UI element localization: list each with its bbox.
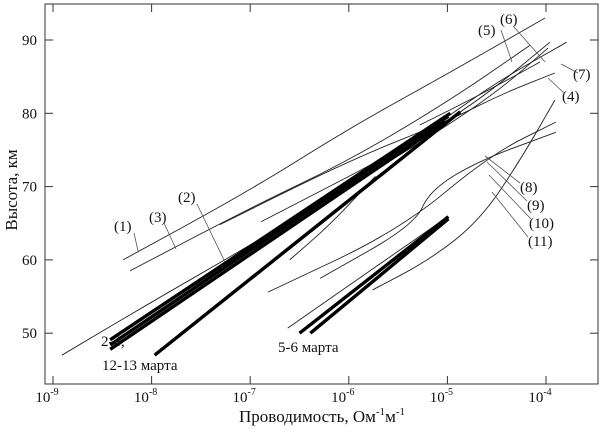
y-axis-label: Высота, км xyxy=(2,149,21,231)
label-2: (2) xyxy=(178,190,196,206)
label-3: (3) xyxy=(149,210,167,226)
series-line-11 xyxy=(372,99,556,291)
x-axis-ticks: 10-9 10-8 10-7 10-6 10-5 10-4 xyxy=(35,4,552,406)
group-label-5-6: 5-6 марта xyxy=(278,340,339,356)
series-lines xyxy=(61,17,567,357)
label-11: (11) xyxy=(528,234,552,250)
label-6: (6) xyxy=(500,12,518,28)
series-line-2-4-марта-a xyxy=(109,111,452,342)
series-line-6 xyxy=(419,61,541,126)
series-line-2-4-марта-b xyxy=(109,114,450,347)
label-5: (5) xyxy=(478,23,496,39)
label-9: (9) xyxy=(527,198,545,214)
series-line-3 xyxy=(129,44,531,272)
label-4: (4) xyxy=(562,89,580,105)
series-line-4 xyxy=(219,72,556,226)
series-line-9 xyxy=(319,131,557,279)
series-line-5-6-марта-b xyxy=(309,217,450,335)
series-line-5-6-марта-a xyxy=(298,215,450,335)
series-line-12-13-марта-a xyxy=(109,120,447,351)
label-1: (1) xyxy=(114,219,132,235)
y-tick-label: 50 xyxy=(22,326,37,342)
x-tick-label: 10-7 xyxy=(233,387,256,406)
y-tick-label: 80 xyxy=(22,106,37,122)
x-tick-label: 10-6 xyxy=(331,387,354,406)
y-tick-label: 90 xyxy=(22,33,37,49)
x-axis-label: Проводимость, Ом-1м-1 xyxy=(239,406,405,426)
x-tick-label: 10-8 xyxy=(134,387,157,406)
x-tick-label: 10-9 xyxy=(35,387,58,406)
series-line-5 xyxy=(260,41,551,223)
plot-frame xyxy=(44,3,599,385)
group-label-2-4: 2-4, xyxy=(101,334,125,350)
series-line-10 xyxy=(289,176,376,261)
series-line-12-13-марта-b xyxy=(153,110,462,357)
y-tick-label: 70 xyxy=(22,180,37,196)
series-line-1 xyxy=(122,17,546,261)
label-8: (8) xyxy=(520,180,538,196)
series-line-7 xyxy=(450,41,567,116)
y-tick-label: 60 xyxy=(22,253,37,269)
y-axis-ticks: 50 60 70 80 90 xyxy=(22,33,598,342)
series-line-5-6-марта-thin xyxy=(287,221,441,329)
x-tick-label: 10-5 xyxy=(430,387,453,406)
label-leaders xyxy=(133,26,579,263)
label-7: (7) xyxy=(573,67,591,83)
group-label-12-13: 12-13 марта xyxy=(102,358,178,374)
annotations: (1) (3) (2) (5) (6) (7) (4) (8) (9) (10)… xyxy=(101,12,591,374)
label-10: (10) xyxy=(529,216,554,232)
x-tick-label: 10-4 xyxy=(528,387,551,406)
series-line-2 xyxy=(61,47,549,356)
